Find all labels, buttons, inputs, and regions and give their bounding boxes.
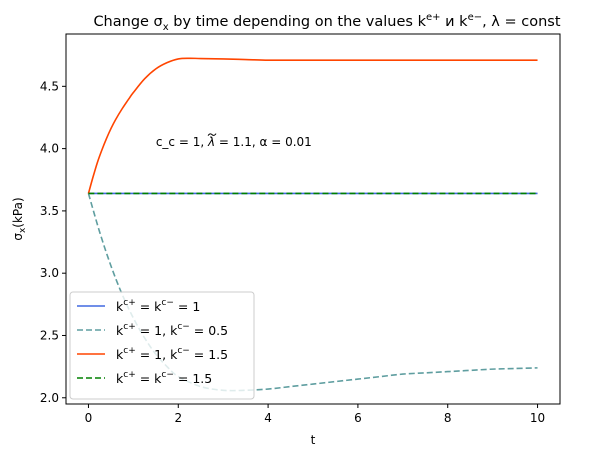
legend-label-2: kc+ = 1, kc− = 0.5: [116, 322, 228, 338]
lambda-tilde: λ: [207, 135, 215, 149]
y-tick-label: 3.5: [40, 204, 59, 218]
x-tick-label: 2: [174, 411, 182, 425]
y-tick-label: 4.0: [40, 142, 59, 156]
legend-box: [69, 291, 255, 400]
legend-label-4: kc+ = kc− = 1.5: [116, 370, 212, 386]
y-tick-label: 4.5: [40, 79, 59, 93]
legend: kc+ = kc− = 1 kc+ = 1, kc− = 0.5 kc+ = 1, …: [69, 291, 255, 400]
y-axis-label: σx(kPa): [11, 197, 28, 240]
x-tick-label: 4: [264, 411, 272, 425]
x-axis-label: t: [311, 433, 316, 447]
x-tick-label: 0: [85, 411, 93, 425]
series-line-2: [87, 193, 538, 392]
y-tick-label: 2.0: [40, 391, 59, 405]
plot-area: [87, 57, 538, 392]
y-axis: 2.0 2.5 3.0 3.5 4.0 4.5: [40, 79, 66, 405]
x-tick-label: 6: [354, 411, 362, 425]
x-tick-label: 8: [444, 411, 452, 425]
axes-frame: [65, 33, 561, 405]
series-layer: [87, 57, 538, 392]
y-tick-label: 3.0: [40, 266, 59, 280]
y-tick-label: 2.5: [40, 328, 59, 342]
chart-annotation: c_c = 1, λ = 1.1, α = 0.01: [156, 135, 312, 149]
legend-label-3: kc+ = 1, kc− = 1.5: [116, 346, 228, 362]
series-line-3: [87, 57, 538, 194]
legend-label-1: kc+ = kc− = 1: [116, 298, 200, 314]
tilde-accent: [207, 133, 217, 136]
x-tick-label: 10: [530, 411, 545, 425]
chart-title: Change σx by time depending on the value…: [93, 12, 560, 33]
x-axis: 0 2 4 6 8 10: [85, 404, 545, 425]
